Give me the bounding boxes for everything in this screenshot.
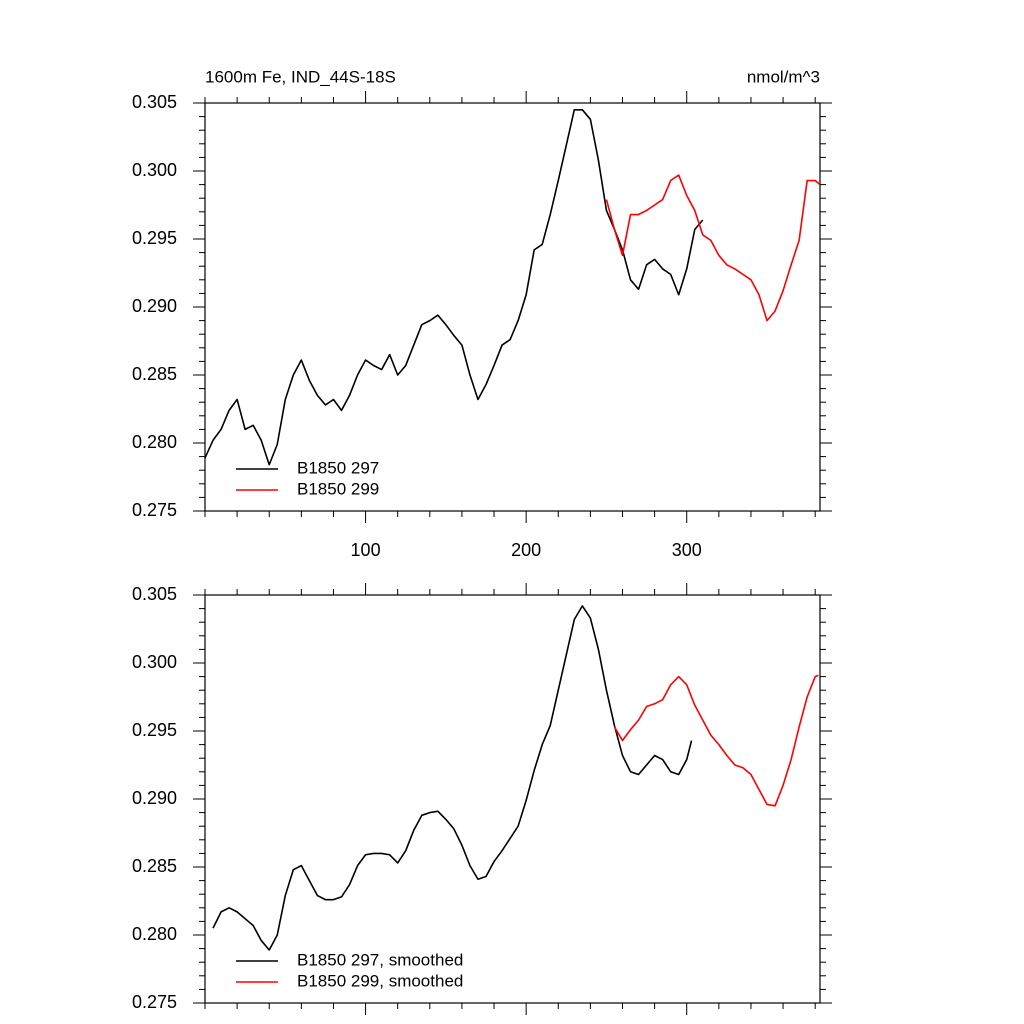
legend-label: B1850 299, smoothed	[297, 971, 463, 990]
series-line	[613, 674, 819, 807]
x-tick-label: 300	[672, 540, 702, 560]
y-tick-label: 0.280	[132, 924, 177, 944]
legend-label: B1850 297	[297, 458, 379, 477]
y-tick-label: 0.300	[132, 160, 177, 180]
x-tick-label: 200	[511, 540, 541, 560]
y-tick-label: 0.295	[132, 720, 177, 740]
y-tick-label: 0.290	[132, 788, 177, 808]
y-tick-label: 0.290	[132, 296, 177, 316]
plot-frame	[204, 594, 821, 1004]
legend-label: B1850 299	[297, 479, 379, 498]
units-label: nmol/m^3	[747, 67, 820, 86]
y-tick-label: 0.280	[132, 432, 177, 452]
y-tick-label: 0.305	[132, 584, 177, 604]
y-tick-label: 0.295	[132, 228, 177, 248]
legend-label: B1850 297, smoothed	[297, 950, 463, 969]
chart-title: 1600m Fe, IND_44S-18S	[205, 67, 396, 86]
plot-frame	[204, 102, 821, 512]
x-tick-label: 100	[351, 540, 381, 560]
y-tick-label: 0.285	[132, 364, 177, 384]
y-tick-label: 0.275	[132, 500, 177, 520]
y-tick-label: 0.300	[132, 652, 177, 672]
y-tick-label: 0.285	[132, 856, 177, 876]
series-line	[605, 174, 821, 322]
series-line	[212, 605, 693, 951]
y-tick-label: 0.305	[132, 92, 177, 112]
series-line	[204, 109, 704, 466]
y-tick-label: 0.275	[132, 992, 177, 1012]
